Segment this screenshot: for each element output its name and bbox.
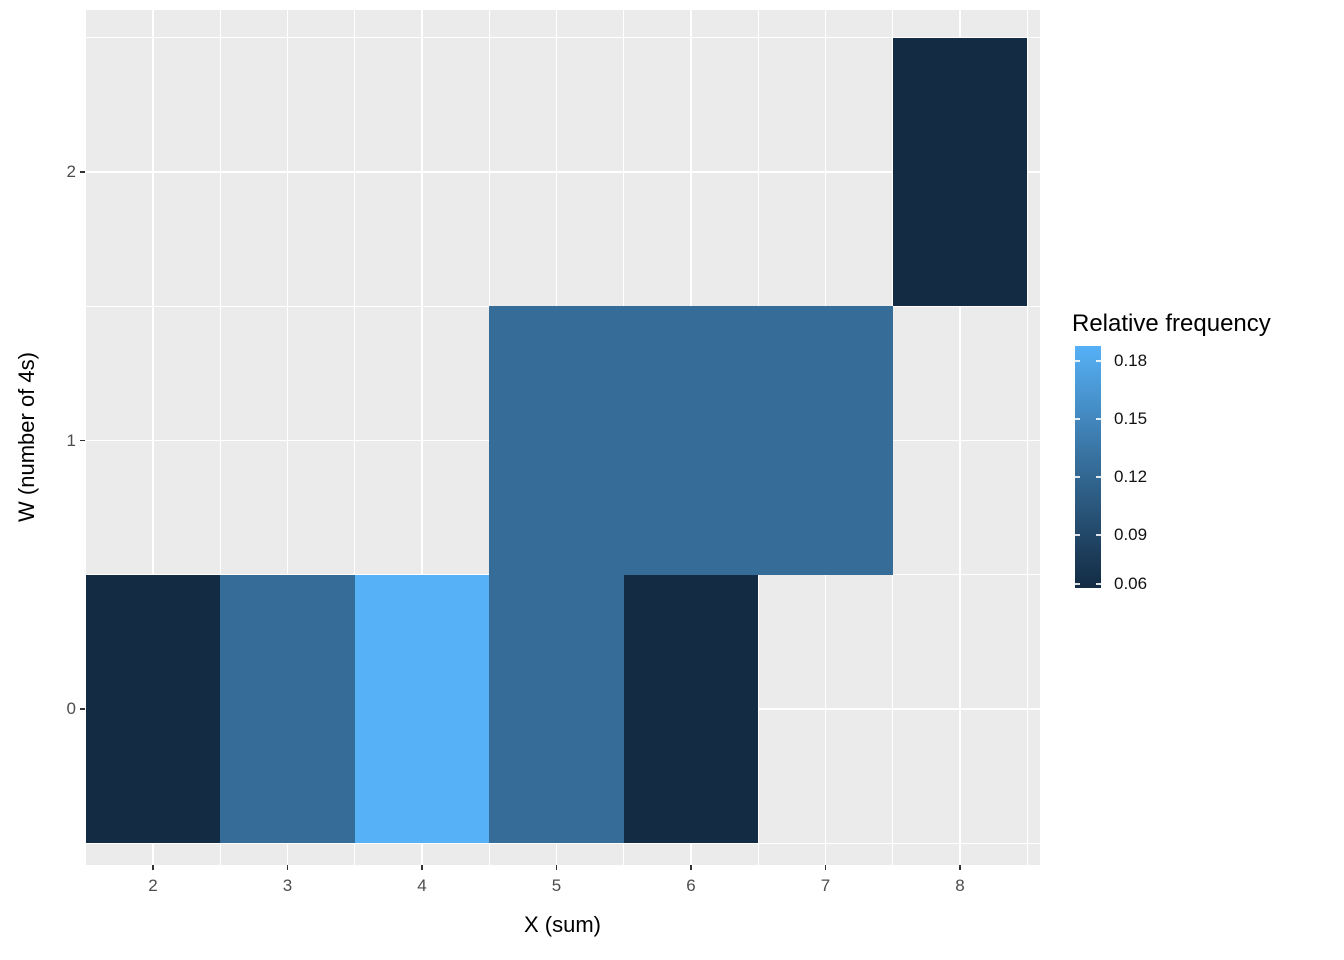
legend-tick-mark [1096, 583, 1101, 586]
x-tick-label: 6 [686, 876, 696, 895]
heatmap-tile [354, 574, 490, 844]
x-tick-label: 5 [551, 876, 562, 895]
heatmap-tile [623, 574, 759, 844]
x-tick-label: 8 [955, 876, 965, 895]
x-axis-title: X (sum) [524, 912, 601, 937]
major-gridline-y [85, 171, 1040, 173]
x-axis-tick [555, 865, 558, 870]
y-tick-label: 2 [66, 162, 76, 181]
heatmap-tile [758, 306, 893, 575]
x-tick-label: 2 [148, 876, 158, 895]
minor-gridline-x [219, 10, 221, 865]
heatmap-tile [489, 306, 624, 575]
legend-tick-mark [1096, 533, 1101, 536]
legend: Relative frequency 0.18 0.15 0.12 0.09 0.06 [1072, 310, 1344, 630]
major-gridline-x [959, 10, 961, 865]
minor-gridline-x [488, 10, 490, 865]
legend-tick-label: 0.09 [1114, 524, 1148, 544]
legend-gradient-bar [1075, 346, 1101, 588]
x-axis-tick [421, 865, 423, 870]
y-axis-tick [80, 171, 85, 173]
minor-gridline-y [85, 305, 1040, 307]
minor-gridline-x [85, 10, 87, 865]
heatmap-tile [892, 37, 1028, 307]
x-axis-tick [690, 865, 692, 870]
y-tick-label: 0 [66, 699, 76, 718]
minor-gridline-y [85, 37, 1040, 39]
x-axis-tick [286, 865, 289, 870]
legend-tick-mark [1096, 417, 1101, 420]
y-axis-tick [80, 708, 85, 710]
minor-gridline-x [354, 10, 356, 865]
legend-tick-label: 0.06 [1114, 574, 1148, 594]
x-tick-label: 7 [820, 876, 831, 895]
x-axis-tick [824, 865, 827, 870]
legend-tick-mark [1075, 359, 1080, 362]
minor-gridline-x [1026, 10, 1028, 865]
x-axis-tick [152, 865, 154, 870]
legend-tick-label: 0.18 [1114, 350, 1148, 370]
x-axis-tick [959, 865, 961, 870]
heatmap-tile [220, 574, 355, 844]
x-tick-label: 4 [417, 876, 427, 895]
legend-tick-mark [1075, 417, 1080, 420]
legend-title: Relative frequency [1072, 310, 1271, 337]
legend-tick-mark [1075, 475, 1080, 478]
legend-tick-mark [1075, 583, 1080, 586]
major-gridline-x [286, 10, 289, 865]
heatmap-tile [85, 574, 221, 844]
legend-tick-label: 0.12 [1114, 466, 1148, 486]
legend-tick-mark [1096, 475, 1101, 478]
legend-tick-mark [1096, 359, 1101, 362]
major-gridline-x [152, 10, 154, 865]
y-tick-label: 1 [66, 430, 76, 450]
plot-panel [85, 10, 1040, 865]
legend-tick-label: 0.15 [1114, 408, 1148, 428]
y-axis-tick [80, 439, 85, 442]
heatmap-tile [623, 306, 759, 575]
x-tick-label: 3 [282, 876, 293, 895]
major-gridline-x [421, 10, 423, 865]
legend-tick-mark [1075, 533, 1080, 536]
heatmap-tile [489, 574, 624, 844]
